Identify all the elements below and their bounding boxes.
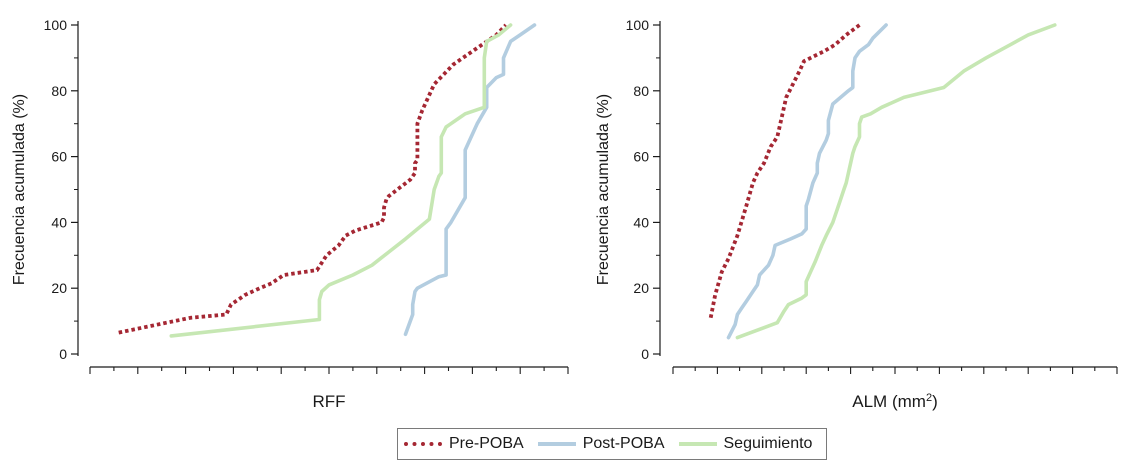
x-axis-label: ALM (mm2): [852, 392, 937, 411]
y-tick-label: 0: [59, 346, 67, 362]
series-line-pre-poba: [708, 23, 861, 319]
y-tick-label: 0: [641, 346, 649, 362]
y-tick-label: 80: [633, 83, 649, 99]
x-axis-label: RFF: [312, 392, 345, 411]
legend: Pre-POBA Post-POBA Seguimiento: [397, 428, 827, 460]
y-axis-label: Frecuencia acumulada (%): [11, 94, 28, 285]
legend-swatch-seguimiento: [678, 442, 717, 446]
legend-item-seguimiento: Seguimiento: [678, 435, 813, 453]
series-line-seguimiento: [735, 23, 1057, 340]
y-axis-label: Frecuencia acumulada (%): [595, 94, 612, 285]
y-tick-label: 20: [51, 280, 67, 296]
y-tick-label: 100: [626, 17, 650, 33]
legend-item-post-poba: Post-POBA: [537, 435, 665, 453]
legend-label-seguimiento: Seguimiento: [723, 435, 813, 452]
y-tick-label: 20: [633, 280, 649, 296]
series-line-pre-poba: [118, 23, 508, 335]
legend-label-post-poba: Post-POBA: [582, 435, 665, 452]
legend-label-pre-poba: Pre-POBA: [449, 435, 524, 452]
legend-swatch-pre-poba: [404, 442, 442, 446]
y-tick-label: 40: [633, 214, 649, 230]
legend-item-pre-poba: Pre-POBA: [404, 435, 524, 453]
chart-panel-2: 0 20 40 60 80 100 Frecuencia acumulada (%) ALM …: [595, 17, 1118, 411]
series-line-post-poba: [403, 23, 537, 337]
y-tick-label: 60: [633, 149, 649, 165]
series-line-post-poba: [726, 23, 888, 340]
legend-swatch-post-poba: [537, 442, 576, 446]
chart-panel-1: 0 20 40 60 80 100 Frecuencia acumulada (%) RFF: [11, 17, 569, 411]
y-tick-label: 60: [51, 149, 67, 165]
y-tick-label: 100: [44, 17, 68, 33]
series-line-seguimiento: [169, 23, 513, 338]
y-tick-label: 40: [51, 214, 67, 230]
y-tick-label: 80: [51, 83, 67, 99]
